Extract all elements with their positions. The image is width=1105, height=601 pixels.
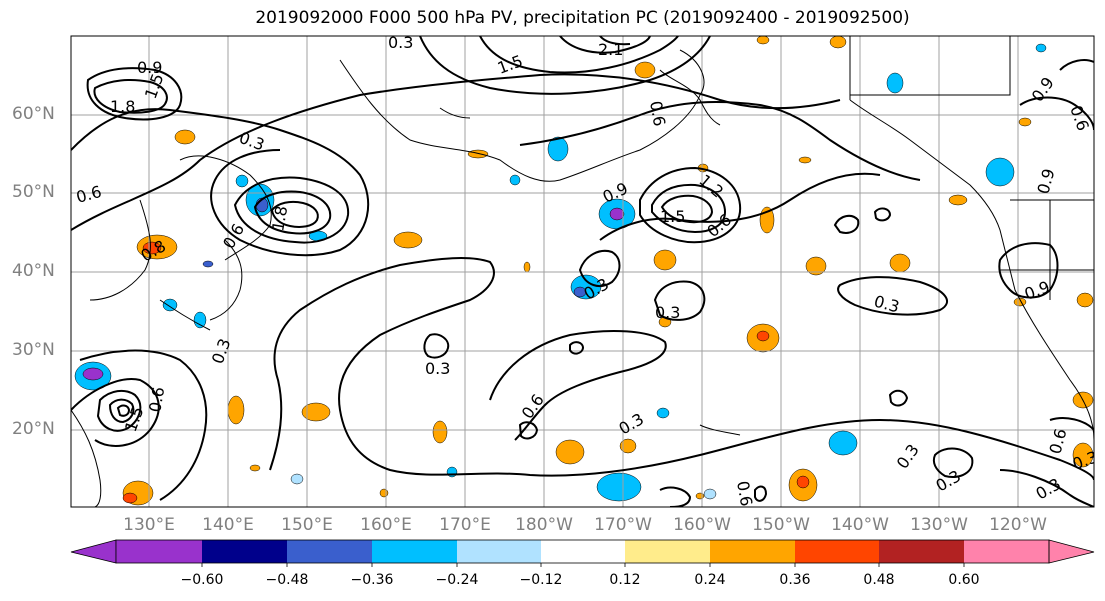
contour-label: 0.6 [145, 385, 168, 413]
colorbar-min-extension [70, 539, 117, 564]
colorbar-tick-label: −0.48 [265, 572, 309, 588]
contour-label: 1.5 [660, 207, 685, 226]
colorbar-segment [879, 540, 964, 563]
colorbar-segment [457, 540, 541, 563]
lon-label-160w: 160°W [673, 515, 731, 535]
contour-label: 2.1 [598, 40, 623, 59]
contour-label: 0.9 [1028, 74, 1058, 106]
contour-label: 0.3 [655, 303, 680, 322]
colorbar-segment [795, 540, 879, 563]
contour-label: 0.6 [1046, 427, 1071, 457]
contour-label: 1.5 [495, 51, 525, 78]
lat-label-30n: 30°N [12, 340, 55, 360]
contour-label: 1.8 [110, 97, 135, 116]
lat-label-50n: 50°N [12, 182, 55, 202]
contour-label: 0.9 [137, 58, 162, 77]
lon-label-150w: 150°W [752, 515, 810, 535]
contour-label: 0.3 [388, 33, 413, 52]
contour-label: 0.3 [872, 292, 902, 317]
contour-label: 0.3 [425, 359, 450, 378]
colorbar-tick-label: 0.48 [863, 572, 895, 588]
lon-label-140e: 140°E [202, 515, 254, 535]
colorbar-tick-label: 0.60 [948, 572, 980, 588]
contour-label: 0.6 [74, 182, 104, 207]
lon-label-120w: 120°W [989, 515, 1047, 535]
contour-label: 0.6 [1066, 103, 1093, 133]
colorbar-segment [964, 540, 1049, 563]
lon-label-180w: 180°W [515, 515, 573, 535]
contour-label: 0.9 [1022, 277, 1052, 304]
colorbar [70, 539, 1095, 567]
colorbar-segment [541, 540, 625, 563]
colorbar-max-extension [1048, 539, 1095, 564]
lon-label-130w: 130°W [910, 515, 968, 535]
contour-label: 0.6 [733, 479, 756, 507]
colorbar-tick-label: 0.12 [609, 572, 641, 588]
contour-label: 0.9 [1034, 167, 1059, 197]
contour-label: 0.3 [893, 441, 923, 473]
contour-label: 0.6 [518, 391, 548, 423]
precip-negative-shading [74, 43, 1047, 502]
colorbar-tick-label: 0.24 [694, 572, 726, 588]
colorbar-segment [287, 540, 372, 563]
colorbar-segment [372, 540, 457, 563]
colorbar-segment [116, 540, 202, 563]
colorbar-tick-label: −0.12 [519, 572, 563, 588]
contour-label: 1.2 [695, 171, 727, 202]
lon-label-140w: 140°W [831, 515, 889, 535]
precip-positive-shading [122, 36, 1094, 506]
contour-label: 0.6 [703, 210, 735, 241]
map-frame [70, 35, 1095, 508]
lat-label-40n: 40°N [12, 261, 55, 281]
colorbar-tick-label: −0.60 [180, 572, 224, 588]
contour-label: 0.3 [208, 336, 235, 366]
contour-label: 0.3 [616, 409, 648, 438]
lon-label-170w: 170°W [594, 515, 652, 535]
graticule [71, 36, 1094, 507]
colorbar-tick-label: −0.36 [350, 572, 394, 588]
colorbar-segment [710, 540, 795, 563]
lon-label-150e: 150°E [281, 515, 333, 535]
lat-label-20n: 20°N [12, 419, 55, 439]
contour-label: 0.6 [646, 99, 669, 127]
colorbar-tick-label: 0.36 [779, 572, 811, 588]
lon-label-130e: 130°E [123, 515, 175, 535]
colorbar-segment [202, 540, 287, 563]
lon-label-160e: 160°E [360, 515, 412, 535]
colorbar-segment [625, 540, 710, 563]
pv-contours [71, 36, 1094, 507]
colorbar-tick-label: −0.24 [435, 572, 479, 588]
lon-label-170e: 170°E [439, 515, 491, 535]
lat-label-60n: 60°N [12, 104, 55, 124]
contour-label: 1.8 [268, 204, 291, 232]
map-title: 2019092000 F000 500 hPa PV, precipitatio… [255, 8, 910, 28]
